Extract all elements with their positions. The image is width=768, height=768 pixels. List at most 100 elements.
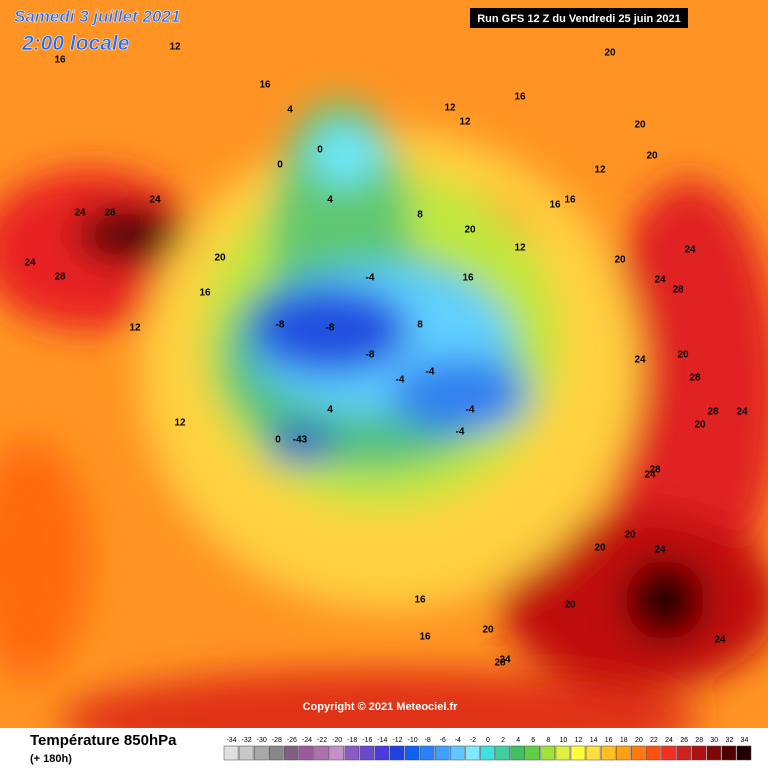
color-swatch bbox=[299, 745, 314, 761]
contour-label: 12 bbox=[169, 42, 181, 53]
colorbar-label: 10 bbox=[560, 737, 568, 744]
colorbar-label: 30 bbox=[710, 737, 718, 744]
contour-label: 12 bbox=[459, 117, 471, 128]
colorbar-label: -16 bbox=[362, 737, 372, 744]
color-swatch bbox=[495, 745, 510, 761]
contour-label: 24 bbox=[654, 275, 666, 286]
contour-label: 16 bbox=[549, 200, 561, 211]
color-swatch bbox=[706, 745, 722, 761]
color-swatch bbox=[691, 745, 706, 761]
contour-label: 28 bbox=[672, 285, 684, 296]
contour-label: 24 bbox=[644, 470, 656, 481]
warm-area bbox=[0, 440, 90, 680]
contour-label: 0 bbox=[317, 145, 323, 156]
lead-time: (+ 180h) bbox=[30, 753, 72, 765]
color-swatch bbox=[555, 745, 571, 761]
contour-label: 12 bbox=[129, 323, 141, 334]
contour-label: 28 bbox=[707, 407, 719, 418]
color-swatch bbox=[223, 745, 239, 761]
copyright: Copyright © 2021 Meteociel.fr bbox=[303, 701, 459, 713]
color-swatch bbox=[284, 745, 299, 761]
color-swatch bbox=[510, 745, 525, 761]
colorbar-label: -18 bbox=[347, 737, 357, 744]
colorbar-label: 18 bbox=[620, 737, 628, 744]
contour-label: 28 bbox=[494, 658, 506, 669]
contour-label: 16 bbox=[199, 288, 211, 299]
colorbar: -34 -32 -30 -28 -26 -24 -22 -20 -18 -16 -14 -12 -10-… bbox=[223, 737, 752, 761]
colorbar-label: -26 bbox=[287, 737, 297, 744]
colorbar-label: 24 bbox=[665, 737, 673, 744]
contour-label: 12 bbox=[174, 418, 186, 429]
contour-label: 20 bbox=[624, 530, 636, 541]
color-swatch bbox=[631, 745, 646, 761]
colorbar-label: -14 bbox=[377, 737, 387, 744]
contour-label: 24 bbox=[149, 195, 161, 206]
color-swatch bbox=[480, 745, 495, 761]
contour-label: -8 bbox=[366, 350, 375, 361]
colorbar-label: 34 bbox=[741, 737, 749, 744]
hot-core bbox=[625, 560, 705, 640]
colorbar-label: 6 bbox=[531, 737, 535, 744]
contour-label: 20 bbox=[482, 625, 494, 636]
color-swatch bbox=[374, 745, 390, 761]
colorbar-label: -34 bbox=[226, 737, 236, 744]
footer-title: Température 850hPa bbox=[30, 732, 177, 749]
contour-label: -4 bbox=[366, 273, 375, 284]
contour-label: 24 bbox=[714, 635, 726, 646]
colorbar-label: 26 bbox=[680, 737, 688, 744]
contour-label: 4 bbox=[327, 405, 333, 416]
contour-label: 24 bbox=[634, 355, 646, 366]
colorbar-label: -32 bbox=[242, 737, 252, 744]
colorbar-label: 0 bbox=[486, 737, 490, 744]
contour-label: 24 bbox=[24, 258, 36, 269]
colorbar-label: 8 bbox=[546, 737, 550, 744]
color-swatch bbox=[540, 745, 556, 761]
colorbar-label: -12 bbox=[392, 737, 402, 744]
color-swatch bbox=[329, 745, 344, 761]
cold-area bbox=[310, 125, 380, 185]
colorbar-label: -6 bbox=[440, 737, 446, 744]
contour-label: 28 bbox=[689, 373, 701, 384]
colorbar-label: 16 bbox=[605, 737, 613, 744]
colorbar-label: 20 bbox=[635, 737, 643, 744]
color-swatch bbox=[419, 745, 435, 761]
color-swatch bbox=[600, 745, 616, 761]
contour-label: 28 bbox=[104, 208, 116, 219]
contour-label: 16 bbox=[462, 273, 474, 284]
very-cold-area bbox=[250, 285, 410, 375]
contour-label: 20 bbox=[464, 225, 476, 236]
very-cold-area bbox=[390, 357, 530, 433]
contour-label: 4 bbox=[327, 195, 333, 206]
run-box bbox=[470, 8, 688, 28]
contour-label: 16 bbox=[419, 632, 431, 643]
contour-label: 24 bbox=[499, 655, 511, 666]
color-swatch bbox=[404, 745, 420, 761]
warm-area bbox=[600, 180, 768, 600]
time: 2:00 locale bbox=[21, 32, 130, 55]
very-cold-area bbox=[265, 427, 335, 463]
color-swatch bbox=[615, 745, 631, 761]
color-swatch bbox=[721, 745, 737, 761]
color-swatch bbox=[359, 745, 375, 761]
color-swatch bbox=[646, 745, 661, 761]
color-swatch bbox=[434, 745, 450, 761]
color-swatch bbox=[570, 745, 586, 761]
colorbar-label: 4 bbox=[516, 737, 520, 744]
colorbar-label: 22 bbox=[650, 737, 658, 744]
contour-label: 24 bbox=[736, 407, 748, 418]
color-swatch bbox=[314, 745, 329, 761]
colorbar-label: 28 bbox=[695, 737, 703, 744]
contour-label: 8 bbox=[417, 320, 423, 331]
contour-label: 20 bbox=[564, 600, 576, 611]
contour-label: 28 bbox=[54, 272, 66, 283]
contour-label: 16 bbox=[514, 92, 526, 103]
color-swatch bbox=[465, 745, 480, 761]
contour-label: 16 bbox=[54, 55, 66, 66]
contour-label: 24 bbox=[684, 245, 696, 256]
color-swatch bbox=[736, 745, 752, 761]
contour-label: 20 bbox=[646, 151, 658, 162]
color-swatch bbox=[238, 745, 254, 761]
color-swatch bbox=[585, 745, 601, 761]
